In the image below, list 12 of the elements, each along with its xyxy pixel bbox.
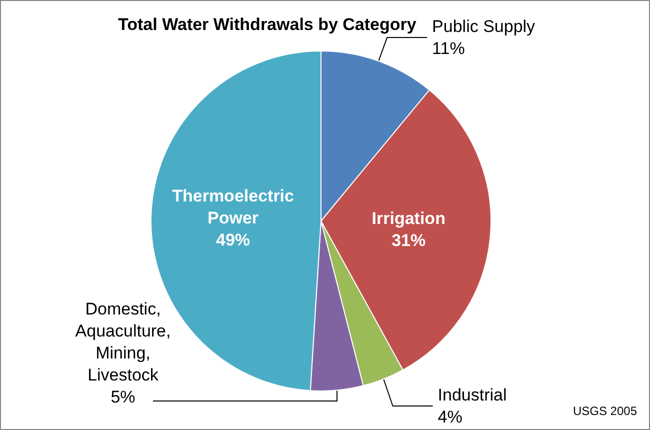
data-label: 4%: [438, 408, 462, 426]
data-label: 49%: [216, 230, 250, 250]
chart-title: Total Water Withdrawals by Category: [118, 15, 417, 34]
slice-label: Irrigation: [372, 208, 446, 228]
data-label: 5%: [110, 388, 136, 406]
slice-label: Domestic, Aquaculture, Mining, Livestock: [75, 300, 171, 384]
data-label: 11%: [432, 39, 465, 58]
text: USGS 2005: [572, 404, 638, 418]
slice-label: Public Supply: [432, 17, 536, 36]
data-label: 31%: [392, 230, 426, 250]
slice-label: Industrial: [438, 386, 507, 404]
slice-label: Thermoelectric Power: [172, 186, 294, 228]
